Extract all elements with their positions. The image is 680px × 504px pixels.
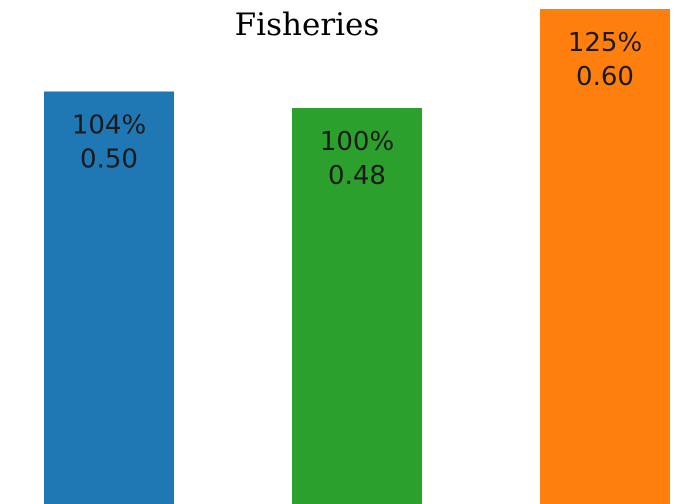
- bar-1-value-label: 0.50: [80, 145, 138, 175]
- bar-1-percent-label: 104%: [72, 111, 146, 141]
- data-labels-group: 104% 0.50 100% 0.48 125% 0.60: [72, 28, 642, 191]
- chart-title-text: Fisheries: [235, 7, 380, 43]
- bar-1: [44, 91, 174, 504]
- bar-2-percent-label: 100%: [320, 127, 394, 157]
- bar-2: [292, 108, 422, 504]
- chart-title: Fisheries: [235, 7, 380, 43]
- bar-2-value-label: 0.48: [328, 161, 386, 191]
- bar-3: [540, 9, 670, 504]
- bar-3-percent-label: 125%: [568, 28, 642, 58]
- bars-group: [44, 9, 670, 504]
- bar-3-value-label: 0.60: [576, 62, 634, 92]
